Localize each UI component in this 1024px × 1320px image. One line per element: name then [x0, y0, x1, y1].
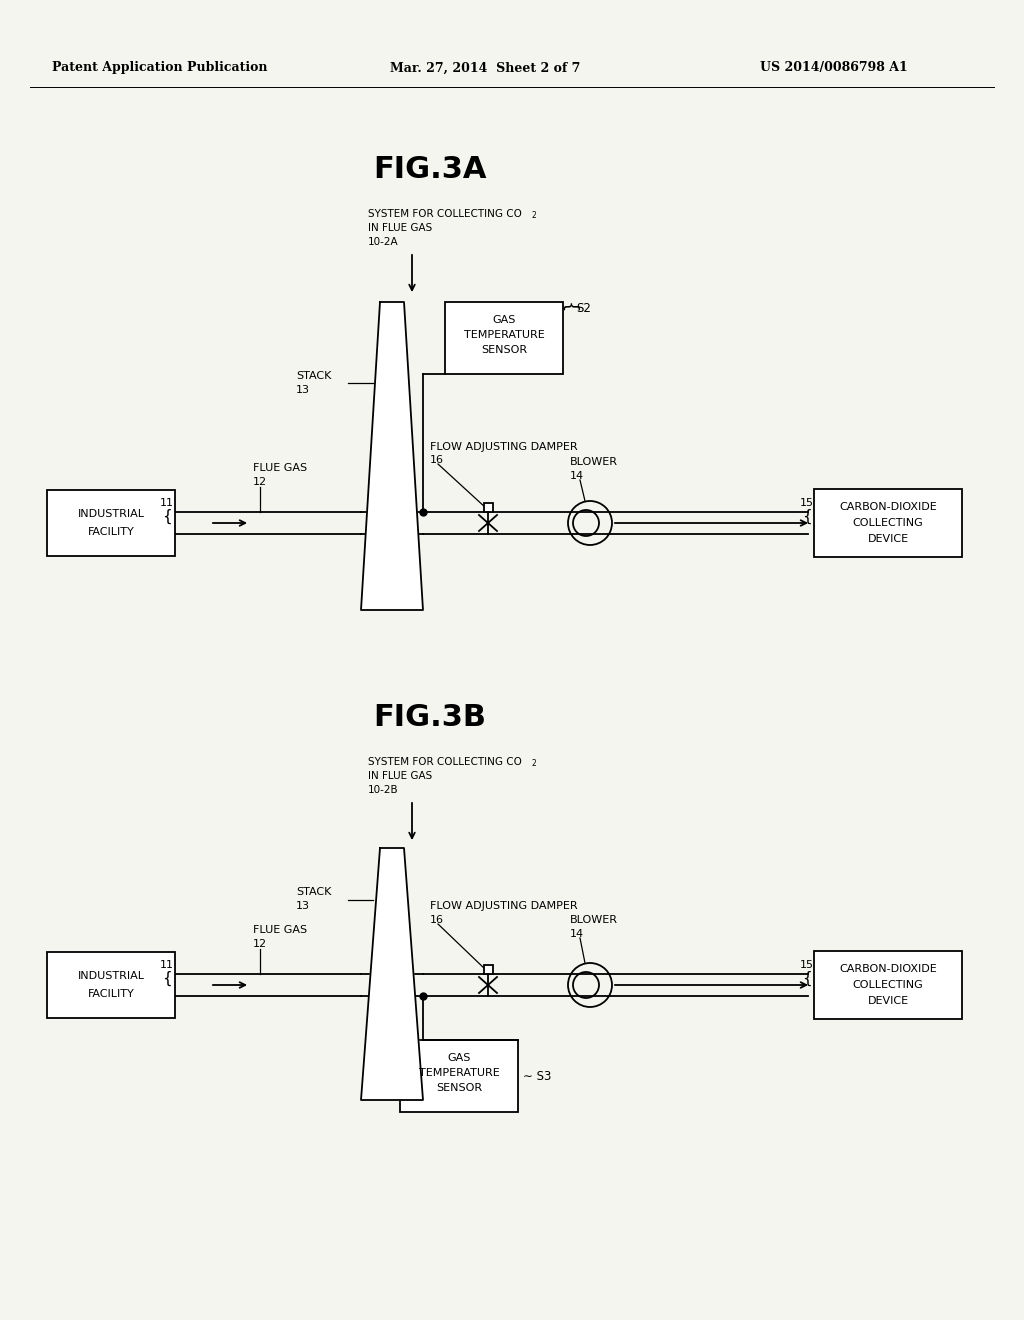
- Bar: [47, 952, 175, 1018]
- Text: FACILITY: FACILITY: [88, 989, 134, 999]
- Bar: [814, 488, 962, 557]
- Bar: [445, 302, 563, 374]
- Text: CARBON-DIOXIDE: CARBON-DIOXIDE: [839, 502, 937, 512]
- Text: 15: 15: [800, 498, 814, 508]
- Text: Patent Application Publication: Patent Application Publication: [52, 62, 267, 74]
- Text: SENSOR: SENSOR: [481, 345, 527, 355]
- Text: 11: 11: [160, 498, 174, 508]
- Text: FLUE GAS: FLUE GAS: [253, 463, 307, 473]
- Text: 13: 13: [296, 902, 310, 911]
- Text: {: {: [162, 510, 172, 524]
- Text: 2: 2: [531, 759, 536, 768]
- Text: 14: 14: [570, 471, 584, 480]
- Text: {: {: [802, 510, 812, 524]
- Text: ∼ S3: ∼ S3: [523, 1069, 551, 1082]
- Bar: [47, 490, 175, 556]
- Text: BLOWER: BLOWER: [570, 457, 618, 467]
- Text: 11: 11: [160, 960, 174, 970]
- Text: {: {: [559, 302, 577, 314]
- Text: STACK: STACK: [296, 371, 332, 381]
- Text: FLOW ADJUSTING DAMPER: FLOW ADJUSTING DAMPER: [430, 442, 578, 451]
- Text: 10-2B: 10-2B: [368, 785, 398, 795]
- Text: COLLECTING: COLLECTING: [853, 517, 924, 528]
- Polygon shape: [361, 847, 423, 1100]
- Text: CARBON-DIOXIDE: CARBON-DIOXIDE: [839, 964, 937, 974]
- Text: 10-2A: 10-2A: [368, 238, 398, 247]
- Text: INDUSTRIAL: INDUSTRIAL: [78, 510, 144, 519]
- Text: FLUE GAS: FLUE GAS: [253, 925, 307, 935]
- Text: 12: 12: [253, 939, 267, 949]
- Text: INDUSTRIAL: INDUSTRIAL: [78, 972, 144, 981]
- Text: BLOWER: BLOWER: [570, 915, 618, 925]
- Text: FIG.3A: FIG.3A: [374, 156, 486, 185]
- Text: IN FLUE GAS: IN FLUE GAS: [368, 771, 432, 781]
- Text: FACILITY: FACILITY: [88, 527, 134, 537]
- Text: GAS: GAS: [493, 315, 516, 325]
- Text: FLOW ADJUSTING DAMPER: FLOW ADJUSTING DAMPER: [430, 902, 578, 911]
- Text: TEMPERATURE: TEMPERATURE: [464, 330, 545, 341]
- Text: GAS: GAS: [447, 1053, 471, 1063]
- Text: 16: 16: [430, 455, 444, 465]
- Text: 12: 12: [253, 477, 267, 487]
- Text: DEVICE: DEVICE: [867, 997, 908, 1006]
- Bar: [483, 965, 493, 974]
- Text: SYSTEM FOR COLLECTING CO: SYSTEM FOR COLLECTING CO: [368, 756, 522, 767]
- Bar: [814, 950, 962, 1019]
- Text: 14: 14: [570, 929, 584, 939]
- Text: SENSOR: SENSOR: [436, 1082, 482, 1093]
- Text: COLLECTING: COLLECTING: [853, 979, 924, 990]
- Bar: [400, 1040, 518, 1111]
- Text: 16: 16: [430, 915, 444, 925]
- Text: {: {: [162, 972, 172, 986]
- Polygon shape: [361, 302, 423, 610]
- Text: US 2014/0086798 A1: US 2014/0086798 A1: [760, 62, 907, 74]
- Text: IN FLUE GAS: IN FLUE GAS: [368, 223, 432, 234]
- Text: 2: 2: [531, 211, 536, 220]
- Text: FIG.3B: FIG.3B: [374, 704, 486, 733]
- Bar: [483, 503, 493, 512]
- Text: STACK: STACK: [296, 887, 332, 898]
- Text: 15: 15: [800, 960, 814, 970]
- Text: DEVICE: DEVICE: [867, 535, 908, 544]
- Text: TEMPERATURE: TEMPERATURE: [419, 1068, 500, 1078]
- Text: {: {: [802, 972, 812, 986]
- Text: SYSTEM FOR COLLECTING CO: SYSTEM FOR COLLECTING CO: [368, 209, 522, 219]
- Text: S2: S2: [575, 301, 591, 314]
- Text: Mar. 27, 2014  Sheet 2 of 7: Mar. 27, 2014 Sheet 2 of 7: [390, 62, 581, 74]
- Text: 13: 13: [296, 385, 310, 395]
